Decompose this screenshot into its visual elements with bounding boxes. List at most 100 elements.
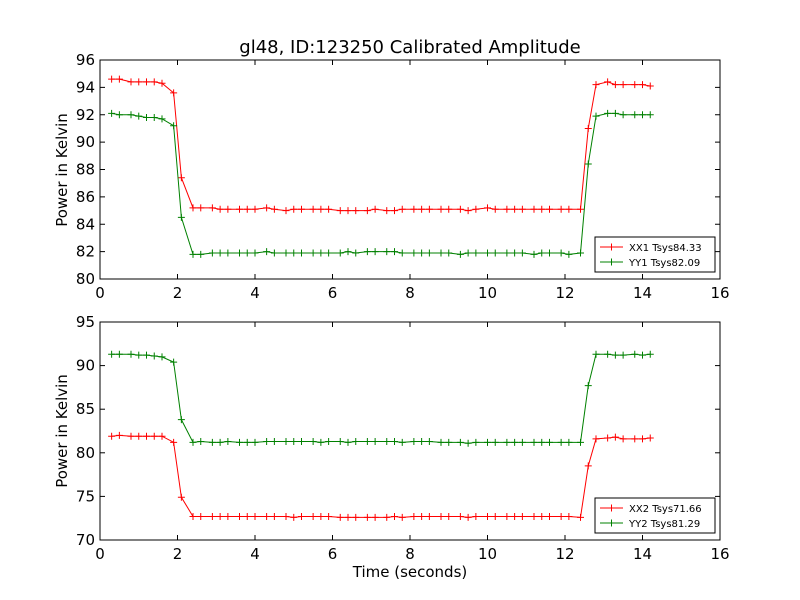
top-series-1-point	[456, 250, 464, 258]
bottom-series-0-point	[363, 513, 371, 521]
bottom-series-1-point	[270, 437, 278, 445]
top-legend: XX1 Tsys84.33 YY1 Tsys82.09	[594, 236, 716, 273]
top-series-0-point	[170, 89, 178, 97]
top-series-0-point	[189, 204, 197, 212]
bottom-y-tick-label: 90	[76, 357, 95, 375]
top-series-1-point	[189, 250, 197, 258]
bottom-y-axis-label: Power in Kelvin	[53, 374, 71, 488]
bottom-series-1-point	[317, 438, 325, 446]
top-legend-marker-0	[608, 243, 615, 251]
top-series-0-point	[158, 79, 166, 87]
top-series-0-point	[484, 204, 491, 212]
bottom-series-1-point	[503, 438, 511, 446]
bottom-series-1-point	[511, 438, 519, 446]
bottom-series-0-point	[352, 513, 360, 521]
top-series-0-point	[177, 174, 185, 182]
top-series-1-point	[557, 249, 565, 257]
bottom-y-tick-label: 85	[76, 400, 95, 418]
top-series-1-point	[352, 249, 360, 257]
top-y-tick-label: 82	[76, 243, 95, 261]
bottom-series-0-point	[344, 513, 352, 521]
top-series-0-point	[639, 81, 646, 89]
top-series-1-point	[325, 249, 333, 257]
top-series-1-point	[518, 249, 526, 257]
top-series-1-point	[309, 249, 317, 257]
bottom-series-1-point	[298, 437, 305, 445]
top-series-0-point	[611, 81, 619, 89]
bottom-series-1-point	[263, 437, 271, 445]
bottom-series-0-point	[282, 512, 290, 520]
top-series-1-point	[243, 249, 251, 257]
top-series-0-point	[143, 78, 150, 86]
bottom-series-0-point	[371, 513, 379, 521]
top-legend-marker-1	[608, 258, 615, 266]
bottom-series-1-point	[592, 350, 600, 358]
top-y-tick-label: 96	[76, 51, 95, 69]
bottom-legend-label-0: XX2 Tsys71.66	[629, 504, 702, 515]
top-series-0-point	[631, 81, 639, 89]
top-series-0-point	[619, 81, 627, 89]
chart-title: gl48, ID:123250 Calibrated Amplitude	[239, 37, 580, 58]
top-x-tick-label: 8	[405, 284, 415, 302]
top-series-0-point	[236, 205, 243, 213]
bottom-x-tick-label: 2	[173, 545, 183, 563]
bottom-series-0-point	[177, 493, 185, 501]
top-series-1-point	[224, 249, 232, 257]
top-series-1-point	[619, 111, 627, 119]
top-series-1-point	[511, 249, 519, 257]
bottom-series-1-point	[243, 438, 251, 446]
bottom-series-1-point	[611, 351, 619, 359]
bottom-series-1-point	[150, 352, 158, 360]
bottom-legend-marker-0	[608, 504, 615, 512]
top-series-1-point	[236, 249, 243, 257]
top-series-1-point	[170, 122, 178, 130]
bottom-series-1-point	[546, 438, 553, 446]
top-series-1-point	[290, 249, 298, 257]
bottom-series-1-point	[208, 438, 216, 446]
bottom-series-0-point	[127, 432, 135, 440]
bottom-series-1-point	[325, 437, 333, 445]
bottom-series-0-point	[538, 512, 546, 520]
bottom-series-1-point	[646, 350, 654, 358]
top-series-1-point	[150, 113, 158, 121]
top-y-tick-label: 90	[76, 133, 95, 151]
top-series-0-point	[565, 205, 573, 213]
bottom-series-0-point	[236, 512, 243, 520]
bottom-legend-box	[594, 497, 716, 534]
top-series-0-point	[418, 205, 426, 213]
bottom-series-1-point	[158, 353, 166, 361]
bottom-series-1-point	[518, 438, 526, 446]
bottom-series-0-point	[251, 512, 259, 520]
top-series-0-point	[127, 78, 135, 86]
top-series-0-point	[604, 78, 612, 86]
top-series-1-point	[344, 248, 352, 256]
top-y-axis-label: Power in Kelvin	[53, 113, 71, 227]
bottom-series-0-point	[445, 512, 453, 520]
top-series-1-point	[592, 112, 600, 120]
bottom-series-1-point	[418, 437, 426, 445]
bottom-series-1-point	[631, 350, 639, 358]
top-series-1-point	[639, 111, 646, 119]
top-series-1-point	[530, 250, 538, 258]
bottom-series-1-point	[336, 437, 344, 445]
bottom-series-1-point	[565, 438, 573, 446]
top-series-1-point	[631, 111, 639, 119]
bottom-series-1-point	[491, 438, 499, 446]
bottom-series-0-point	[503, 512, 511, 520]
top-series-0-point	[538, 205, 546, 213]
top-series-0-point	[383, 207, 391, 215]
top-series-1-point	[391, 248, 398, 256]
top-y-tick-label: 94	[76, 78, 95, 96]
top-series-1-point	[565, 250, 573, 258]
bottom-y-tick-label: 95	[76, 313, 95, 331]
bottom-series-1-point	[170, 358, 178, 366]
top-series-1-point	[584, 160, 592, 168]
top-series-0-point	[270, 205, 278, 213]
top-series-1-point	[336, 249, 344, 257]
bottom-series-0-point	[518, 512, 526, 520]
top-series-0-point	[511, 205, 519, 213]
bottom-series-1-point	[290, 437, 298, 445]
top-series-1-point	[158, 115, 166, 123]
bottom-series-1-point	[410, 437, 418, 445]
bottom-series-0-point	[143, 432, 150, 440]
